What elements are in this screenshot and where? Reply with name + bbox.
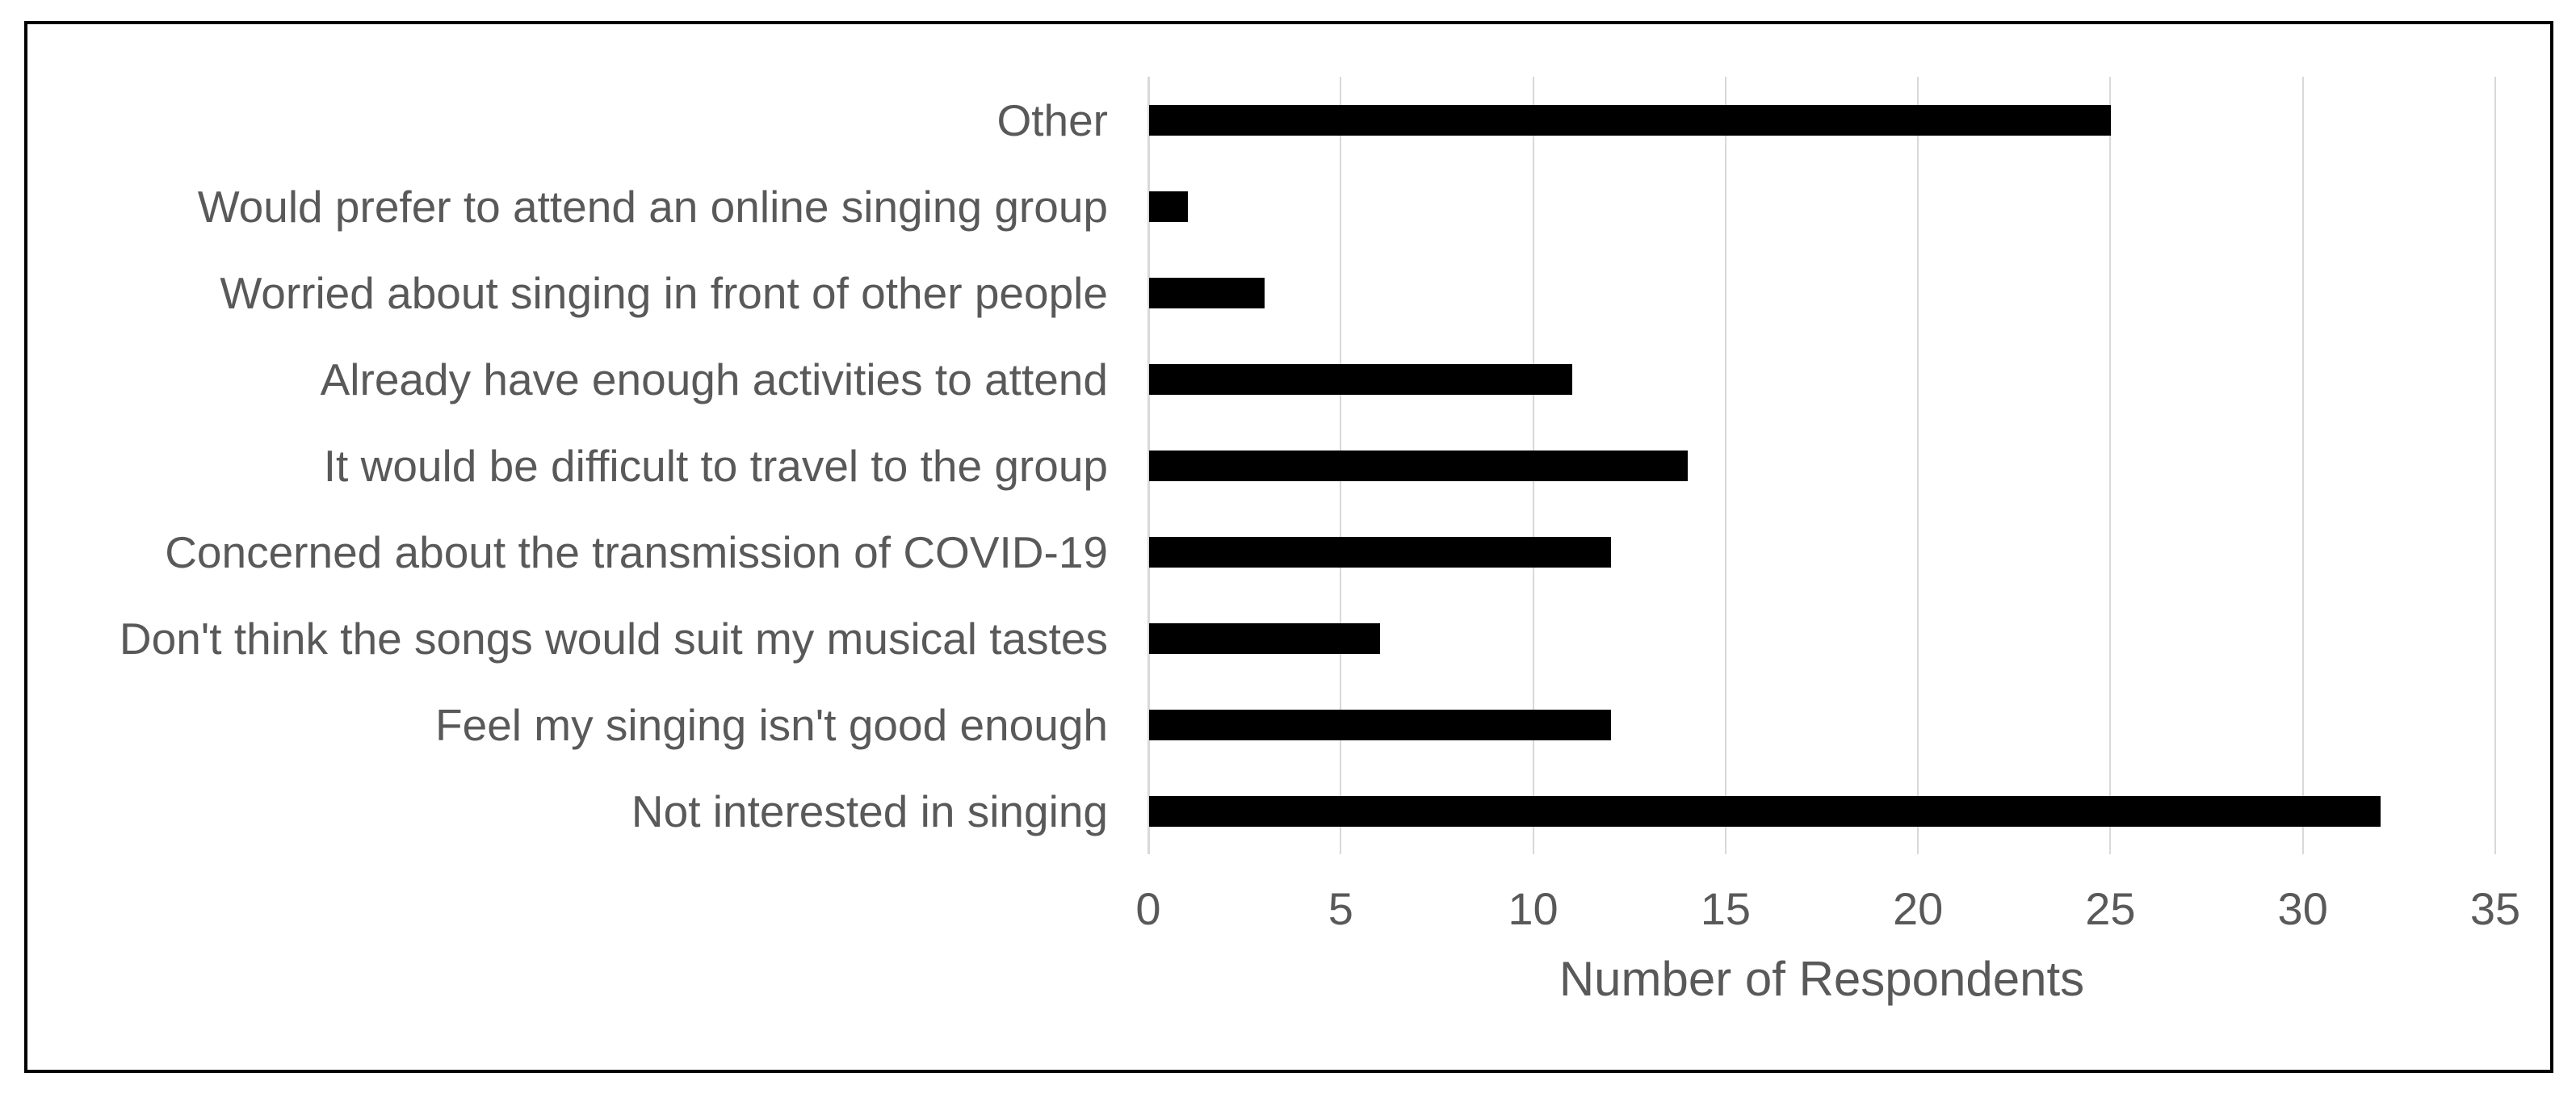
category-label: Not interested in singing bbox=[631, 786, 1108, 836]
x-tick-label-0: 0 bbox=[1135, 883, 1161, 934]
bar bbox=[1149, 709, 1611, 740]
value-axis-line bbox=[1147, 77, 1150, 854]
category-label: Concerned about the transmission of COVI… bbox=[165, 526, 1108, 577]
category-label: Would prefer to attend an online singing… bbox=[197, 181, 1108, 232]
bar bbox=[1149, 191, 1188, 222]
x-tick-label-5: 5 bbox=[1328, 883, 1353, 934]
bar bbox=[1149, 104, 2112, 136]
x-tick-label-30: 30 bbox=[2277, 883, 2328, 934]
category-label: Already have enough activities to attend bbox=[320, 354, 1108, 404]
category-label: Don't think the songs would suit my musi… bbox=[119, 613, 1108, 664]
x-tick-label-35: 35 bbox=[2469, 883, 2521, 934]
bar bbox=[1149, 450, 1689, 481]
x-tick-label-15: 15 bbox=[1700, 883, 1751, 934]
bar bbox=[1149, 795, 2381, 827]
category-label: It would be difficult to travel to the g… bbox=[323, 440, 1108, 491]
category-label: Other bbox=[996, 94, 1108, 145]
gridline-20 bbox=[1917, 77, 1919, 854]
gridline-35 bbox=[2494, 77, 2496, 854]
gridline-25 bbox=[2109, 77, 2112, 854]
gridline-15 bbox=[1724, 77, 1726, 854]
bar bbox=[1149, 277, 1265, 308]
category-label: Feel my singing isn't good enough bbox=[435, 699, 1108, 750]
bar bbox=[1149, 622, 1380, 654]
gridline-30 bbox=[2301, 77, 2304, 854]
x-tick-label-25: 25 bbox=[2085, 883, 2136, 934]
category-label: Worried about singing in front of other … bbox=[220, 267, 1108, 318]
x-tick-label-10: 10 bbox=[1508, 883, 1559, 934]
x-tick-label-20: 20 bbox=[1892, 883, 1944, 934]
bar bbox=[1149, 363, 1573, 395]
bar bbox=[1149, 536, 1611, 568]
x-axis-title: Number of Respondents bbox=[1559, 952, 2085, 1006]
